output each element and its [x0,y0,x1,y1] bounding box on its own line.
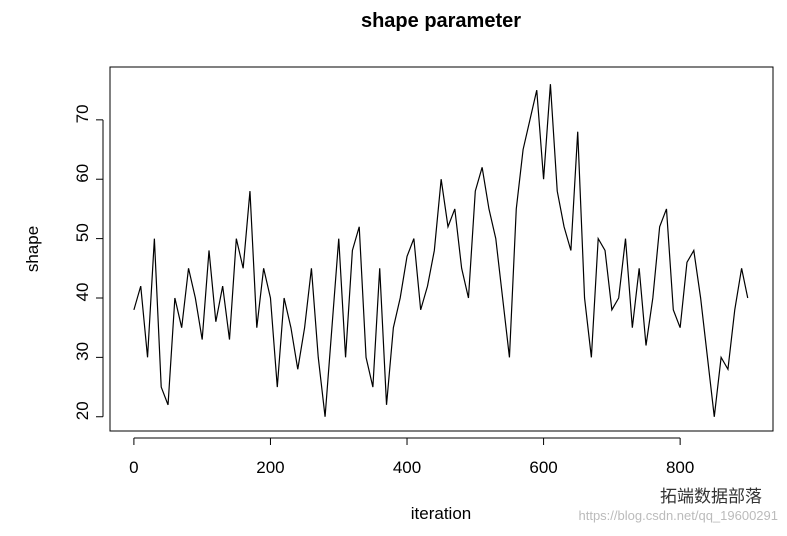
y-tick-label: 50 [73,223,92,242]
y-tick-label: 30 [73,342,92,361]
x-tick-label: 800 [666,458,694,477]
y-tick-label: 20 [73,401,92,420]
watermark-url: https://blog.csdn.net/qq_19600291 [579,508,779,523]
x-tick-label: 0 [129,458,138,477]
x-tick-label: 200 [256,458,284,477]
chart-title: shape parameter [361,10,521,32]
y-tick-label: 70 [73,104,92,123]
x-axis-label: iteration [411,504,471,523]
plot-frame [109,66,774,432]
y-tick-label: 40 [73,283,92,302]
trace-line [133,84,749,417]
watermark: 拓端数据部落 [660,487,762,506]
x-tick-label: 600 [529,458,557,477]
y-axis-label: shape [23,226,42,272]
y-tick-label: 60 [73,164,92,183]
x-tick-label: 400 [393,458,421,477]
